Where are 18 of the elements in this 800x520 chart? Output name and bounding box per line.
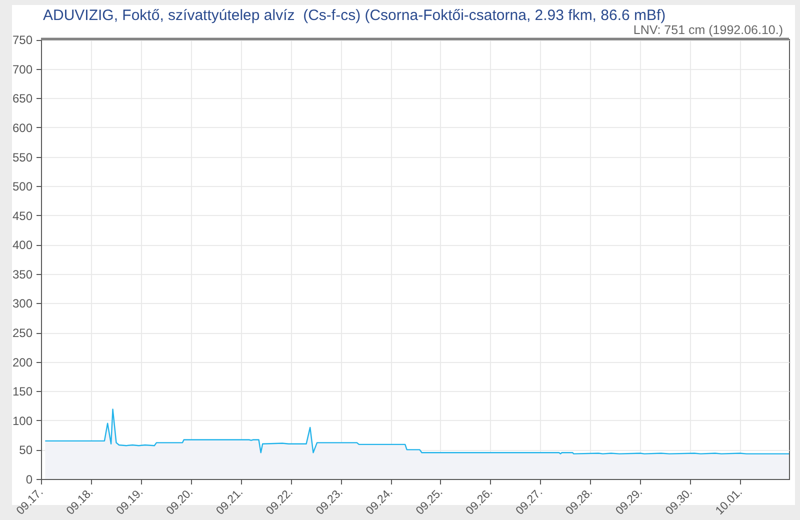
y-tick-label: 600 xyxy=(12,120,33,135)
y-tick-label: 250 xyxy=(12,326,33,340)
y-tick-label: 450 xyxy=(12,208,33,223)
y-tick-label: 0 xyxy=(26,472,33,486)
y-tick-label: 650 xyxy=(12,92,33,106)
ref-line-label: LNV: 751 cm (1992.06.10.) xyxy=(633,23,783,37)
y-tick-label: 50 xyxy=(19,443,33,458)
y-tick-label: 350 xyxy=(12,267,33,282)
y-tick-label: 200 xyxy=(12,355,33,370)
y-tick-label: 150 xyxy=(12,384,33,399)
y-tick-label: 750 xyxy=(12,33,33,48)
chart-title: ADUVIZIG, Foktő, szívattyútelep alvíz (Cs-f-cs) (Csorna-Foktői-csatorna, 2.93 fkm, 86.6 mBf) xyxy=(43,7,666,24)
y-tick-label: 400 xyxy=(12,238,33,252)
y-tick-label: 100 xyxy=(12,414,33,428)
y-tick-label: 300 xyxy=(12,296,33,311)
y-tick-label: 500 xyxy=(12,180,33,194)
y-tick-label: 550 xyxy=(12,150,33,164)
y-tick-label: 700 xyxy=(12,62,33,76)
